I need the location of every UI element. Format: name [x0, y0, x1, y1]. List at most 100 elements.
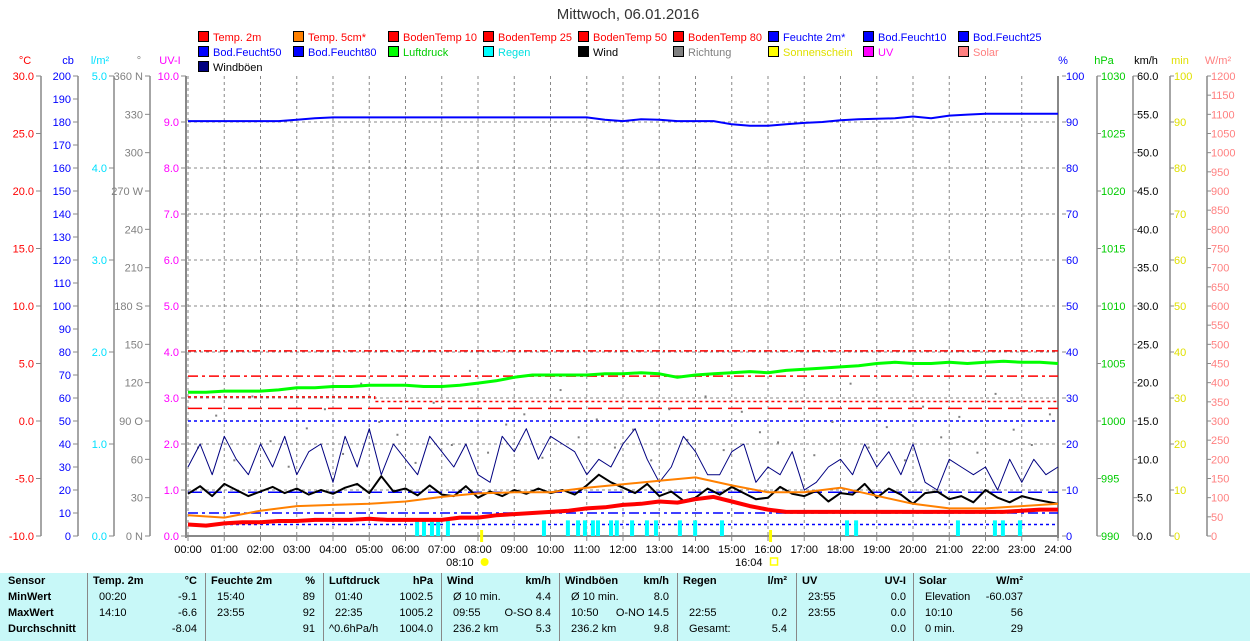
- axis-tick-label: 60.0: [1137, 71, 1158, 83]
- direction-point: [360, 382, 363, 385]
- x-tick-label: 03:00: [283, 544, 311, 556]
- axis-unit-rain: l/m²: [91, 55, 110, 67]
- legend-label: Sonnenschein: [783, 47, 853, 59]
- axis-tick-label: 750: [1211, 244, 1229, 256]
- legend-swatch: [958, 46, 969, 57]
- legend-item: BodenTemp 10: [388, 31, 477, 45]
- axis-tick-label: 70: [1066, 209, 1078, 221]
- axis-tick-label: 55.0: [1137, 109, 1158, 121]
- rain-bar: [576, 520, 581, 536]
- group-header: Feuchte 2m: [211, 575, 273, 587]
- axis-tick-label: 100: [1211, 493, 1229, 505]
- group-unit: km/h: [525, 575, 551, 587]
- axis-tick-label: 30.0: [13, 71, 34, 83]
- cell-value: 8.0: [653, 591, 669, 603]
- series-Temp. 5cm*: [187, 476, 1059, 519]
- direction-point: [541, 456, 544, 459]
- cell-time: 22:55: [689, 607, 717, 619]
- column-separator: [205, 573, 206, 641]
- legend-swatch: [483, 31, 494, 42]
- axis-tick-label: 0.0: [164, 531, 179, 543]
- axis-tick-label: 1000: [1211, 148, 1235, 160]
- cell-time: Ø 10 min.: [453, 591, 501, 603]
- axis-tick-label: 0: [1066, 531, 1072, 543]
- axis-tick-label: 20: [1066, 439, 1078, 451]
- cell-time: 236.2 km: [571, 623, 617, 635]
- direction-point: [432, 401, 435, 404]
- axis-tick-label: 100: [1174, 71, 1192, 83]
- axis-tick-label: 90: [1066, 117, 1078, 129]
- direction-point: [613, 446, 616, 449]
- series-Luftdruck: [188, 359, 1059, 394]
- axis-tick-label: 20: [59, 485, 71, 497]
- axis-tick-label: 0 N: [126, 531, 143, 543]
- line-BodenTemp 25: [188, 396, 1058, 403]
- axis-tick-label: 40.0: [1137, 224, 1158, 236]
- axis-tick-label: 9.0: [164, 117, 179, 129]
- cell-time: 0 min.: [925, 623, 955, 635]
- axis-tick-label: 1000: [1101, 416, 1125, 428]
- axis-tick-label: 10: [59, 508, 71, 520]
- axis-tick-label: 270 W: [111, 186, 143, 198]
- direction-point: [215, 414, 218, 417]
- cell-value: 5.3: [535, 623, 551, 635]
- axis-tick-label: 180 S: [114, 301, 143, 313]
- direction-point: [795, 400, 798, 403]
- legend-label: Richtung: [688, 47, 732, 59]
- group-header: Regen: [683, 575, 717, 587]
- group-unit: %: [305, 575, 315, 587]
- legend-label: Bod.Feucht10: [878, 32, 947, 44]
- rain-bar: [644, 520, 649, 536]
- x-tick-label: 11:00: [573, 544, 600, 556]
- axis-unit-dir: °: [137, 55, 141, 67]
- axis-tick-label: 200: [1211, 454, 1229, 466]
- axis-tick-label: 60: [131, 454, 143, 466]
- axis-tick-label: 950: [1211, 167, 1229, 179]
- direction-point: [269, 440, 272, 443]
- cell-time: ^0.6hPa/h: [329, 623, 379, 635]
- direction-point: [722, 449, 725, 452]
- x-tick-label: 06:00: [392, 544, 420, 556]
- group-header: Temp. 2m: [93, 575, 144, 587]
- axis-tick-label: 25.0: [13, 129, 34, 141]
- axis-tick-label: 6.0: [164, 255, 179, 267]
- legend-item: Richtung: [673, 46, 731, 60]
- cell-time: Gesamt:: [689, 623, 731, 635]
- legend-label: BodenTemp 50: [593, 32, 667, 44]
- rain-bar: [590, 520, 595, 536]
- axis-unit-hum: %: [1058, 55, 1068, 67]
- chart-title: Mittwoch, 06.01.2016: [556, 6, 700, 23]
- axis-tick-label: 80: [59, 347, 71, 359]
- axis-tick-label: 2.0: [164, 439, 179, 451]
- axis-tick-label: 210: [125, 263, 143, 275]
- legend-swatch: [863, 31, 874, 42]
- direction-point: [414, 461, 417, 464]
- axis-tick-label: 60: [1174, 255, 1186, 267]
- sunset-icon: [769, 557, 779, 566]
- cell-time: 14:10: [99, 607, 127, 619]
- legend-swatch: [768, 31, 779, 42]
- legend-swatch: [863, 46, 874, 57]
- legend-item: Windböen: [198, 61, 263, 75]
- x-tick-label: 07:00: [428, 544, 456, 556]
- cell-value: 92: [302, 607, 315, 619]
- column-separator: [323, 573, 324, 641]
- row-label: MaxWert: [8, 607, 54, 619]
- group-unit: UV-I: [884, 575, 906, 587]
- axis-tick-label: 1015: [1101, 244, 1125, 256]
- axis-tick-label: 300: [1211, 416, 1229, 428]
- legend-swatch: [293, 46, 304, 57]
- axis-tick-label: 1150: [1211, 90, 1235, 102]
- cell-time: 23:55: [808, 607, 836, 619]
- rain-bar: [992, 520, 997, 536]
- axis-tick-label: 250: [1211, 435, 1229, 447]
- axis-tick-label: 90: [59, 324, 71, 336]
- axis-tick-label: 0.0: [19, 416, 34, 428]
- legend-label: BodenTemp 80: [688, 32, 762, 44]
- direction-point: [305, 427, 308, 430]
- direction-point: [287, 465, 290, 468]
- legend-item: Bod.Feucht80: [293, 46, 377, 60]
- legend-swatch: [673, 31, 684, 42]
- axis-tick-label: 70: [1174, 209, 1186, 221]
- cell-time: Ø 10 min.: [571, 591, 619, 603]
